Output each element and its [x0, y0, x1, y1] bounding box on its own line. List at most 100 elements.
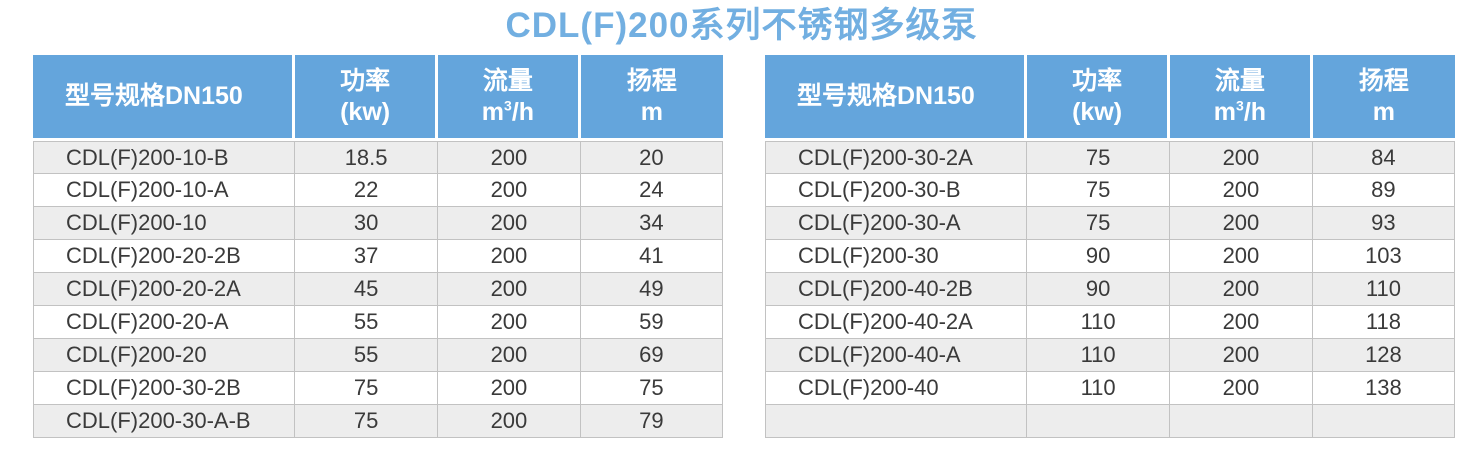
- flow-m3h-cell: 200: [438, 372, 581, 405]
- table-row: CDL(F)200-20-A 55 200 59: [33, 306, 723, 339]
- flow-unit-rest: /h: [511, 97, 535, 126]
- model-cell: CDL(F)200-30-B: [765, 174, 1028, 207]
- header-row: 型号规格DN150 功率 (kw) 流量 m3/h 扬程 m: [765, 55, 1455, 141]
- power-kw-cell: 45: [295, 273, 439, 306]
- flow-m3h-cell: 200: [438, 273, 581, 306]
- power-kw-cell: 110: [1027, 306, 1171, 339]
- power-header-label: 功率: [340, 66, 391, 95]
- flow-m3h-cell: 200: [1170, 306, 1313, 339]
- flow-m3h-cell: 200: [1170, 240, 1313, 273]
- table-row: CDL(F)200-40-A 110 200 128: [765, 339, 1455, 372]
- model-cell: CDL(F)200-30-2A: [765, 141, 1028, 174]
- flow-column-header: 流量 m3/h: [438, 55, 581, 141]
- tables-container: 型号规格DN150 功率 (kw) 流量 m3/h 扬程 m CDL(F)200: [33, 55, 1455, 438]
- flow-m3h-cell: 200: [438, 339, 581, 372]
- head-m-cell: 84: [1312, 141, 1455, 174]
- head-m-cell: 49: [580, 273, 723, 306]
- model-cell: CDL(F)200-40: [765, 372, 1028, 405]
- flow-m3h-cell: 200: [1170, 174, 1313, 207]
- table-row: CDL(F)200-30 90 200 103: [765, 240, 1455, 273]
- head-m-cell: 41: [580, 240, 723, 273]
- power-header-unit: (kw): [1072, 97, 1123, 126]
- flow-m3h-cell: 200: [1170, 141, 1313, 174]
- table-row: CDL(F)200-30-B 75 200 89: [765, 174, 1455, 207]
- right-spec-table: 型号规格DN150 功率 (kw) 流量 m3/h 扬程 m CDL(F)200: [765, 55, 1455, 438]
- model-cell: CDL(F)200-10-A: [33, 174, 296, 207]
- power-kw-cell: 37: [295, 240, 439, 273]
- left-spec-table: 型号规格DN150 功率 (kw) 流量 m3/h 扬程 m CDL(F)200: [33, 55, 723, 438]
- model-cell: CDL(F)200-30-A: [765, 207, 1028, 240]
- model-column-header: 型号规格DN150: [765, 55, 1028, 141]
- flow-unit-superscript: 3: [1236, 97, 1244, 114]
- model-cell: CDL(F)200-30-2B: [33, 372, 296, 405]
- power-kw-cell: 90: [1027, 273, 1171, 306]
- flow-m3h-cell: 200: [438, 141, 581, 174]
- table-row: [765, 405, 1455, 438]
- head-m-cell: 20: [580, 141, 723, 174]
- flow-header-label: 流量: [1214, 66, 1265, 95]
- model-cell: CDL(F)200-40-A: [765, 339, 1028, 372]
- model-column-header: 型号规格DN150: [33, 55, 296, 141]
- head-header-unit: m: [1372, 97, 1396, 126]
- flow-header-label: 流量: [482, 66, 533, 95]
- head-column-header: 扬程 m: [1312, 55, 1455, 141]
- power-header-unit: (kw): [340, 97, 391, 126]
- table-row: CDL(F)200-40-2B 90 200 110: [765, 273, 1455, 306]
- power-kw-cell: 55: [295, 306, 439, 339]
- header-row: 型号规格DN150 功率 (kw) 流量 m3/h 扬程 m: [33, 55, 723, 141]
- table-row: CDL(F)200-30-A-B 75 200 79: [33, 405, 723, 438]
- head-m-cell: 128: [1312, 339, 1455, 372]
- head-m-cell: 24: [580, 174, 723, 207]
- head-m-cell: [1312, 405, 1455, 438]
- model-cell: CDL(F)200-20-2B: [33, 240, 296, 273]
- table-row: CDL(F)200-30-A 75 200 93: [765, 207, 1455, 240]
- flow-unit-base: m: [481, 97, 505, 126]
- model-cell: CDL(F)200-10-B: [33, 141, 296, 174]
- table-row: CDL(F)200-30-2A 75 200 84: [765, 141, 1455, 174]
- table-row: CDL(F)200-10-A 22 200 24: [33, 174, 723, 207]
- power-kw-cell: 75: [1027, 207, 1171, 240]
- head-m-cell: 79: [580, 405, 723, 438]
- flow-header-unit: m3/h: [1170, 97, 1310, 128]
- model-cell: CDL(F)200-40-2A: [765, 306, 1028, 339]
- head-header-label: 扬程: [626, 66, 677, 95]
- power-column-header: 功率 (kw): [295, 55, 439, 141]
- head-m-cell: 110: [1312, 273, 1455, 306]
- flow-column-header: 流量 m3/h: [1170, 55, 1313, 141]
- model-cell: CDL(F)200-30: [765, 240, 1028, 273]
- flow-header-unit: m3/h: [438, 97, 578, 128]
- flow-m3h-cell: 200: [438, 174, 581, 207]
- power-kw-cell: 18.5: [295, 141, 439, 174]
- head-m-cell: 103: [1312, 240, 1455, 273]
- left-table-body: CDL(F)200-10-B 18.5 200 20 CDL(F)200-10-A 22 2…: [33, 141, 723, 438]
- table-row: CDL(F)200-40-2A 110 200 118: [765, 306, 1455, 339]
- flow-m3h-cell: 200: [1170, 339, 1313, 372]
- model-cell: [765, 405, 1028, 438]
- power-header-label: 功率: [1072, 66, 1123, 95]
- table-row: CDL(F)200-20-2A 45 200 49: [33, 273, 723, 306]
- model-cell: CDL(F)200-20-2A: [33, 273, 296, 306]
- head-m-cell: 69: [580, 339, 723, 372]
- table-row: CDL(F)200-10-B 18.5 200 20: [33, 141, 723, 174]
- power-kw-cell: 75: [295, 405, 439, 438]
- flow-m3h-cell: 200: [438, 240, 581, 273]
- head-header-unit: m: [640, 97, 664, 126]
- power-kw-cell: 30: [295, 207, 439, 240]
- power-kw-cell: 22: [295, 174, 439, 207]
- right-table-header: 型号规格DN150 功率 (kw) 流量 m3/h 扬程 m: [765, 55, 1455, 141]
- model-cell: CDL(F)200-10: [33, 207, 296, 240]
- power-kw-cell: [1027, 405, 1171, 438]
- power-kw-cell: 75: [1027, 141, 1171, 174]
- flow-m3h-cell: 200: [438, 207, 581, 240]
- flow-m3h-cell: 200: [438, 306, 581, 339]
- flow-unit-base: m: [1213, 97, 1237, 126]
- table-row: CDL(F)200-20-2B 37 200 41: [33, 240, 723, 273]
- model-cell: CDL(F)200-20-A: [33, 306, 296, 339]
- power-kw-cell: 75: [295, 372, 439, 405]
- head-m-cell: 75: [580, 372, 723, 405]
- head-header-label: 扬程: [1358, 66, 1409, 95]
- flow-m3h-cell: 200: [1170, 372, 1313, 405]
- table-row: CDL(F)200-40 110 200 138: [765, 372, 1455, 405]
- power-kw-cell: 110: [1027, 372, 1171, 405]
- table-row: CDL(F)200-30-2B 75 200 75: [33, 372, 723, 405]
